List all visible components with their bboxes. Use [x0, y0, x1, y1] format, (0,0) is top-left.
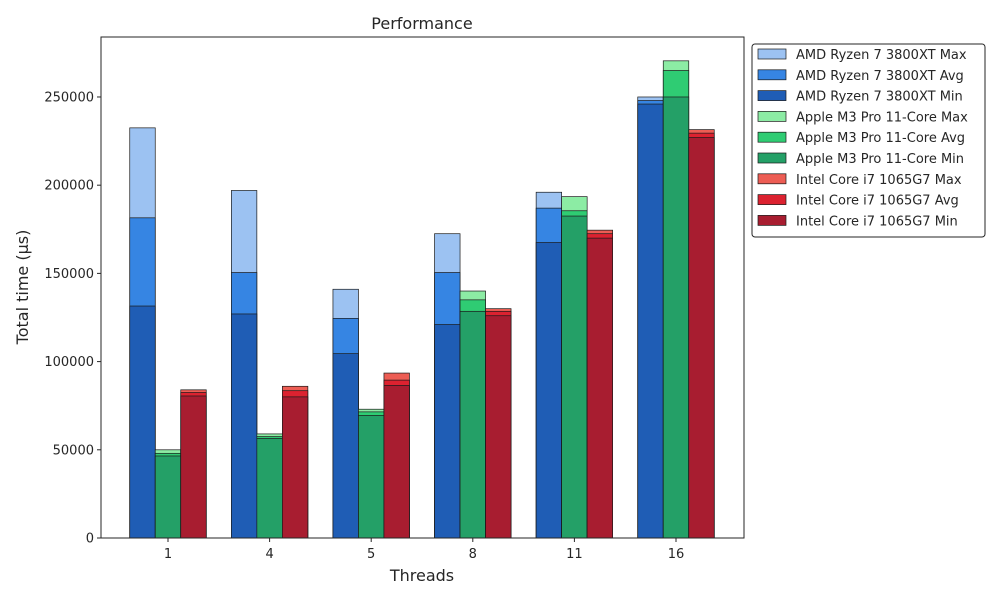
- legend-label: Apple M3 Pro 11-Core Max: [796, 110, 968, 125]
- x-tick-label: 11: [566, 547, 583, 562]
- bar-intel-core-i7-1065g7-min-threads-5: [383, 385, 410, 539]
- chart-title: Performance: [371, 14, 472, 33]
- bar-amd-ryzen-7-3800xt-min-threads-11: [535, 242, 563, 539]
- bar-apple-m3-pro-11-core-min-threads-8: [459, 310, 486, 539]
- bar-amd-ryzen-7-3800xt-min-threads-16: [637, 103, 664, 539]
- x-tick-label: 4: [265, 547, 273, 562]
- legend-swatch: [757, 173, 787, 185]
- bar-intel-core-i7-1065g7-min-threads-8: [485, 315, 512, 539]
- legend-swatch: [757, 69, 787, 81]
- y-tick-label: 100000: [44, 355, 94, 370]
- legend-label: Apple M3 Pro 11-Core Min: [796, 152, 964, 167]
- y-axis-ticks: 0 50000 100000 150000 200000 250000: [44, 90, 101, 547]
- x-tick-label: 16: [668, 547, 685, 562]
- bar-intel-core-i7-1065g7-min-threads-1: [180, 395, 207, 539]
- bar-apple-m3-pro-11-core-min-threads-1: [154, 455, 182, 539]
- legend-swatch: [757, 111, 787, 122]
- bar-apple-m3-pro-11-core-min-threads-4: [256, 437, 283, 539]
- legend-swatch: [757, 152, 787, 164]
- y-tick-label: 50000: [53, 443, 94, 458]
- bar-intel-core-i7-1065g7-min-threads-11: [586, 237, 614, 539]
- legend-label: AMD Ryzen 7 3800XT Avg: [796, 69, 964, 84]
- bar-amd-ryzen-7-3800xt-min-threads-8: [434, 324, 461, 539]
- x-axis-ticks: 1 4 5 8 11 16: [164, 538, 684, 562]
- legend-swatch: [757, 48, 787, 60]
- legend-label: AMD Ryzen 7 3800XT Min: [796, 90, 963, 105]
- bars-layer: [129, 60, 715, 539]
- legend-label: Intel Core i7 1065G7 Max: [796, 173, 962, 188]
- legend-swatch: [757, 215, 787, 226]
- x-tick-label: 1: [164, 547, 172, 562]
- legend-label: Intel Core i7 1065G7 Min: [796, 214, 958, 229]
- legend-swatch: [757, 131, 787, 143]
- bar-apple-m3-pro-11-core-min-threads-11: [561, 215, 588, 539]
- legend-label: Intel Core i7 1065G7 Avg: [796, 194, 959, 209]
- plot-frame: [100, 36, 745, 539]
- y-axis-title: Total time (µs): [13, 230, 32, 346]
- bar-intel-core-i7-1065g7-min-threads-16: [688, 137, 715, 539]
- y-tick-label: 0: [86, 532, 94, 547]
- bar-apple-m3-pro-11-core-min-threads-5: [358, 415, 385, 539]
- bar-apple-m3-pro-11-core-min-threads-16: [662, 96, 690, 539]
- y-tick-label: 250000: [44, 90, 94, 105]
- x-tick-label: 5: [367, 547, 375, 562]
- y-tick-label: 150000: [44, 267, 94, 282]
- y-tick-label: 200000: [44, 179, 94, 194]
- bar-intel-core-i7-1065g7-min-threads-4: [282, 396, 309, 539]
- x-tick-label: 8: [469, 547, 477, 562]
- bar-amd-ryzen-7-3800xt-min-threads-4: [231, 313, 258, 539]
- bar-amd-ryzen-7-3800xt-min-threads-1: [129, 305, 156, 539]
- legend-swatch: [757, 194, 787, 205]
- legend-label: AMD Ryzen 7 3800XT Max: [796, 48, 967, 63]
- legend-swatch: [757, 90, 787, 101]
- legend-label: Apple M3 Pro 11-Core Avg: [796, 131, 965, 146]
- legend-frame: [751, 43, 986, 238]
- bar-amd-ryzen-7-3800xt-min-threads-5: [332, 353, 359, 539]
- x-axis-title: Threads: [389, 566, 454, 585]
- legend: AMD Ryzen 7 3800XT Max AMD Ryzen 7 3800XT…: [751, 43, 986, 238]
